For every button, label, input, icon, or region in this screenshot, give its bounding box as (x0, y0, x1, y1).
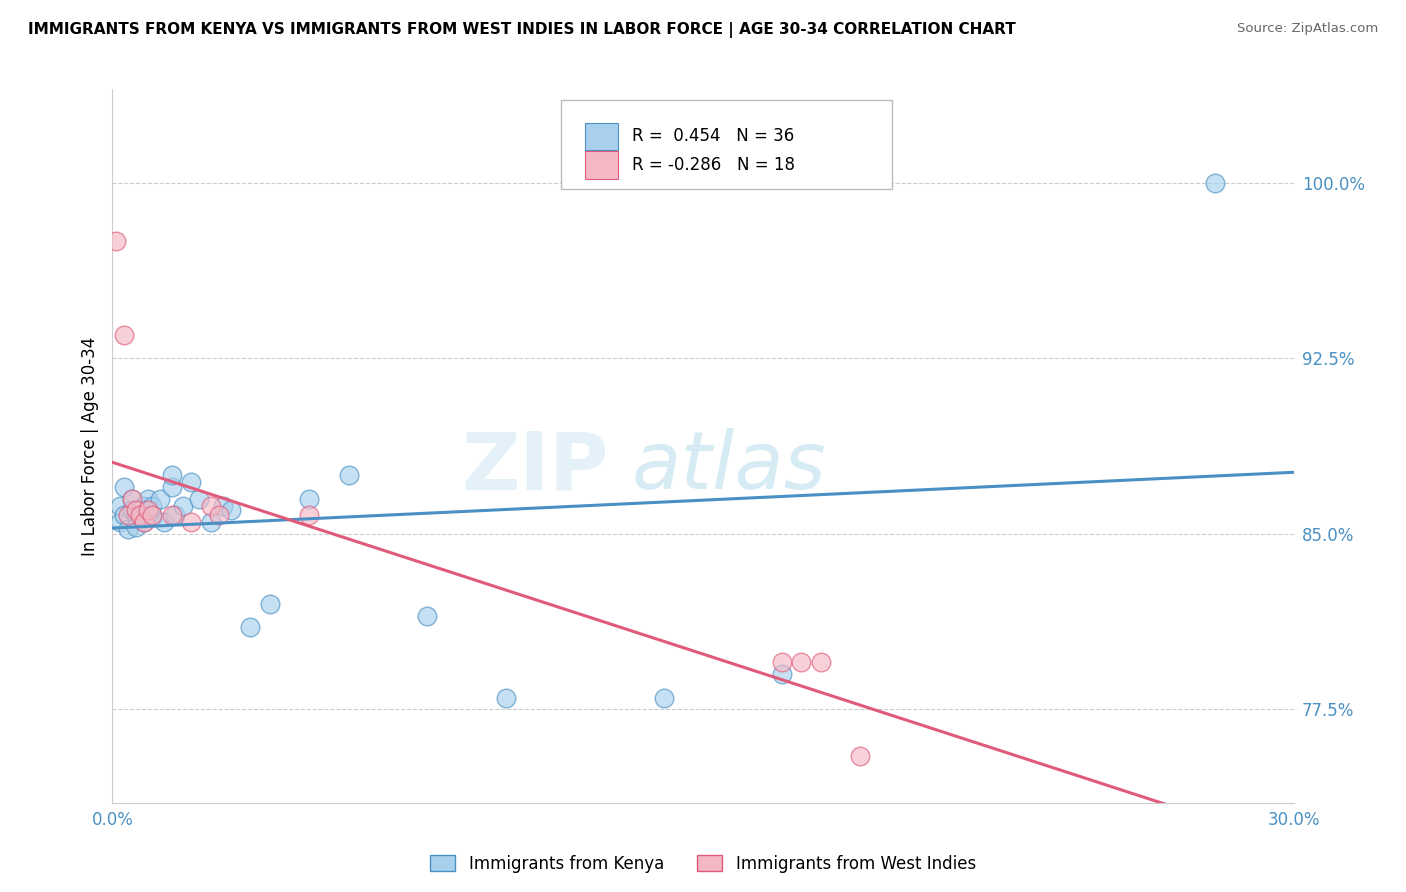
Point (132, 515, 155, 529)
Y-axis label: In Labor Force | Age 30-34: In Labor Force | Age 30-34 (80, 336, 98, 556)
Point (770, 656, 793, 670)
Point (136, 503, 159, 517)
Point (160, 508, 183, 522)
Text: IMMIGRANTS FROM KENYA VS IMMIGRANTS FROM WEST INDIES IN LABOR FORCE | AGE 30-34 : IMMIGRANTS FROM KENYA VS IMMIGRANTS FROM… (28, 22, 1017, 38)
Point (165, 508, 187, 522)
Point (152, 515, 174, 529)
Point (141, 510, 163, 524)
Point (211, 499, 233, 513)
Point (125, 519, 148, 533)
Point (141, 508, 163, 522)
FancyBboxPatch shape (585, 123, 619, 150)
Point (110, 515, 132, 529)
FancyBboxPatch shape (561, 100, 891, 189)
Point (495, 690, 517, 705)
Point (810, 656, 832, 670)
Point (112, 327, 135, 342)
Point (298, 491, 321, 506)
Point (132, 515, 155, 529)
Point (132, 499, 155, 513)
Point (208, 508, 231, 522)
Point (1204, 176, 1226, 190)
Point (180, 475, 202, 490)
Text: atlas: atlas (633, 428, 827, 507)
Point (105, 234, 128, 248)
Point (129, 503, 152, 517)
Point (849, 749, 872, 764)
Point (200, 515, 222, 529)
Point (172, 499, 194, 513)
Point (121, 491, 143, 506)
Legend: Immigrants from Kenya, Immigrants from West Indies: Immigrants from Kenya, Immigrants from W… (423, 848, 983, 880)
Point (121, 503, 143, 517)
Point (337, 468, 360, 483)
Point (121, 491, 143, 506)
Point (200, 499, 222, 513)
Point (112, 508, 135, 522)
Point (125, 508, 148, 522)
Point (239, 620, 262, 634)
Point (219, 503, 242, 517)
FancyBboxPatch shape (585, 152, 619, 178)
Point (259, 597, 281, 611)
Point (136, 491, 159, 506)
Point (652, 690, 675, 705)
Point (770, 667, 793, 681)
Text: R =  0.454   N = 36: R = 0.454 N = 36 (633, 128, 794, 145)
Point (416, 608, 439, 623)
Point (149, 491, 172, 506)
Point (112, 480, 135, 494)
Point (136, 503, 159, 517)
Point (129, 508, 152, 522)
Text: R = -0.286   N = 18: R = -0.286 N = 18 (633, 156, 796, 174)
Point (117, 522, 139, 536)
Point (180, 515, 202, 529)
Point (110, 499, 132, 513)
Text: ZIP: ZIP (461, 428, 609, 507)
Point (141, 499, 163, 513)
Point (790, 656, 813, 670)
Point (125, 503, 148, 517)
Point (298, 508, 321, 522)
Point (160, 480, 183, 494)
Text: Source: ZipAtlas.com: Source: ZipAtlas.com (1237, 22, 1378, 36)
Point (117, 508, 139, 522)
Point (160, 468, 183, 483)
Point (188, 491, 211, 506)
